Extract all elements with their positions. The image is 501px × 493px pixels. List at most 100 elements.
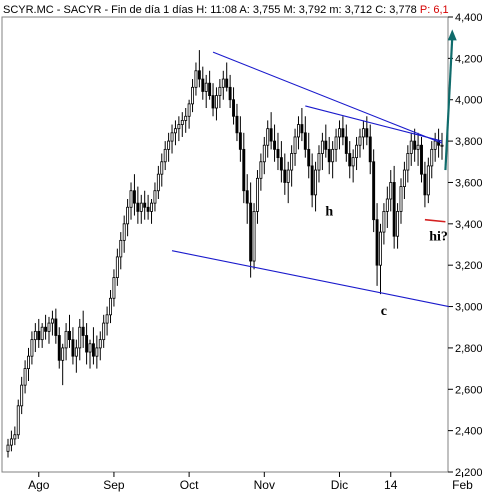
candle-body bbox=[173, 128, 177, 134]
candle-body bbox=[420, 144, 423, 175]
candle-body bbox=[238, 132, 242, 150]
x-tick-label: Nov bbox=[254, 478, 275, 492]
candle-body bbox=[204, 82, 208, 92]
candle-body bbox=[286, 169, 290, 183]
candle-body bbox=[211, 95, 215, 109]
chart-header: SCYR.MC - SACYR - Fin de día 1 días H: 1… bbox=[3, 3, 449, 18]
trendline bbox=[171, 250, 449, 308]
candle-body bbox=[139, 202, 143, 212]
candle-body bbox=[102, 322, 106, 341]
candle-body bbox=[197, 70, 201, 80]
candle-body bbox=[122, 223, 126, 241]
candle-body bbox=[37, 330, 41, 341]
candle-body bbox=[218, 86, 222, 96]
candle-body bbox=[290, 153, 294, 171]
candle-body bbox=[334, 136, 338, 150]
candle-body bbox=[150, 202, 153, 212]
candle-body bbox=[81, 326, 85, 336]
close-value: C: 3,778 bbox=[375, 4, 417, 16]
candle-body bbox=[297, 124, 300, 138]
candle-body bbox=[338, 128, 341, 138]
candle-body bbox=[433, 140, 437, 150]
candle-body bbox=[259, 161, 263, 179]
y-tick-label: 3,800 bbox=[455, 136, 483, 148]
annotation-label: c bbox=[381, 304, 387, 319]
low-value: m: 3,712 bbox=[329, 4, 373, 16]
candle-body bbox=[129, 190, 133, 208]
candle-body bbox=[143, 202, 147, 208]
candle-body bbox=[358, 136, 362, 146]
x-tick-label: Sep bbox=[103, 478, 125, 492]
candle-body bbox=[9, 438, 13, 446]
candle-body bbox=[232, 99, 236, 117]
candle-body bbox=[180, 120, 184, 125]
candle-body bbox=[245, 190, 249, 204]
candle-body bbox=[426, 165, 430, 196]
annotation-label: h bbox=[325, 205, 333, 220]
y-tick-label: 4,200 bbox=[455, 53, 483, 65]
candle-body bbox=[40, 326, 44, 341]
candle-body bbox=[293, 136, 297, 154]
candle-body bbox=[109, 297, 112, 316]
candle-body bbox=[119, 239, 123, 258]
y-tick-label: 2,400 bbox=[455, 426, 483, 438]
candle-body bbox=[13, 434, 17, 440]
candle-body bbox=[262, 144, 266, 163]
candle-body bbox=[160, 161, 164, 175]
x-tick-label: Feb bbox=[452, 478, 473, 492]
y-tick-label: 2,200 bbox=[455, 467, 483, 479]
candle-body bbox=[348, 153, 352, 167]
candle-body bbox=[16, 405, 20, 436]
breakout-arrow-head bbox=[447, 29, 457, 41]
y-tick-label: 3,200 bbox=[455, 260, 483, 272]
candle-body bbox=[115, 256, 119, 278]
candle-body bbox=[156, 173, 160, 192]
candle-body bbox=[74, 347, 78, 357]
y-tick-label: 2,600 bbox=[455, 384, 483, 396]
high-value: H: 11:08 bbox=[196, 4, 237, 16]
candle-body bbox=[163, 148, 167, 163]
candle-body bbox=[396, 211, 400, 237]
candle-body bbox=[228, 86, 232, 101]
candle-body bbox=[177, 124, 181, 130]
candle-body bbox=[54, 318, 58, 336]
candle-body bbox=[44, 326, 48, 332]
candle-body bbox=[303, 132, 307, 150]
candle-body bbox=[132, 190, 136, 204]
candle-body bbox=[276, 148, 280, 159]
candle-body bbox=[416, 144, 420, 150]
candle-body bbox=[27, 355, 30, 369]
candle-body bbox=[187, 103, 191, 117]
candle-body bbox=[440, 144, 444, 147]
candle-body bbox=[256, 177, 259, 212]
candle-body bbox=[98, 339, 102, 349]
candle-body bbox=[307, 148, 311, 167]
candle-body bbox=[20, 384, 24, 407]
candle-body bbox=[208, 82, 212, 96]
candle-body bbox=[324, 140, 328, 150]
candle-body bbox=[30, 339, 34, 357]
candle-body bbox=[201, 78, 205, 92]
candle-body bbox=[85, 335, 89, 353]
candle-body bbox=[437, 140, 441, 146]
candle-body bbox=[252, 211, 256, 262]
candle-body bbox=[317, 153, 321, 171]
support-mark bbox=[424, 218, 446, 223]
candle-body bbox=[300, 124, 304, 134]
candle-body bbox=[112, 277, 116, 299]
candle-body bbox=[68, 330, 71, 341]
y-tick-label: 3,400 bbox=[455, 219, 483, 231]
y-tick-label: 4,400 bbox=[455, 12, 483, 24]
candle-body bbox=[235, 115, 239, 134]
candle-body bbox=[379, 231, 382, 266]
candle-body bbox=[194, 70, 198, 88]
candle-body bbox=[57, 335, 61, 361]
candle-body bbox=[375, 219, 379, 266]
x-tick-label: Oct bbox=[180, 478, 199, 492]
candle-body bbox=[320, 140, 324, 154]
mid-value: M: 3,792 bbox=[283, 4, 327, 16]
candle-body bbox=[351, 157, 355, 167]
candle-body bbox=[389, 182, 393, 200]
